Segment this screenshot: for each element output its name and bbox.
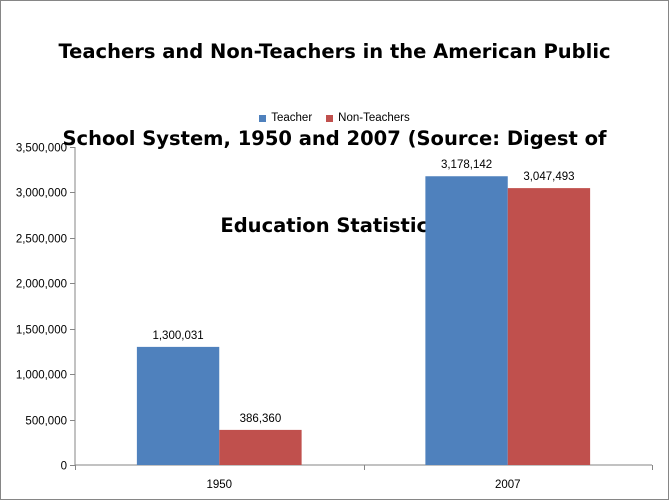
data-label: 3,178,142 — [441, 159, 492, 171]
data-label: 3,047,493 — [523, 171, 574, 183]
y-tick-label: 500,000 — [25, 416, 67, 428]
bar — [507, 188, 591, 465]
chart-title-line-1: Teachers and Non-Teachers in the America… — [58, 40, 611, 63]
chart-title-line-3: Education Statistics) — [220, 214, 449, 237]
data-label: 1,300,031 — [152, 330, 203, 342]
data-label: 386,360 — [240, 413, 282, 425]
y-tick-label: 0 — [61, 461, 67, 473]
y-tick-label: 3,000,000 — [16, 188, 67, 200]
bar — [136, 346, 220, 465]
x-tick-label: 2007 — [495, 479, 521, 491]
legend: Teacher Non-Teachers — [0, 112, 669, 124]
legend-swatch-teacher — [259, 114, 267, 122]
y-tick-label: 1,500,000 — [16, 325, 67, 337]
bar — [219, 429, 302, 465]
legend-label-teacher: Teacher — [271, 112, 313, 124]
bar — [425, 176, 508, 465]
y-tick-label: 2,500,000 — [16, 234, 67, 246]
y-tick-label: 2,000,000 — [16, 279, 67, 291]
legend-item-teacher: Teacher — [259, 112, 312, 124]
x-tick-label: 1950 — [206, 479, 232, 491]
legend-item-non-teachers: Non-Teachers — [326, 112, 410, 124]
chart-title-line-2: School System, 1950 and 2007 (Source: Di… — [62, 127, 607, 150]
y-tick-label: 1,000,000 — [16, 370, 67, 382]
chart-title: Teachers and Non-Teachers in the America… — [40, 8, 629, 240]
y-tick-label: 3,500,000 — [16, 143, 67, 155]
legend-swatch-non-teachers — [326, 114, 334, 122]
legend-label-non-teachers: Non-Teachers — [338, 112, 410, 124]
